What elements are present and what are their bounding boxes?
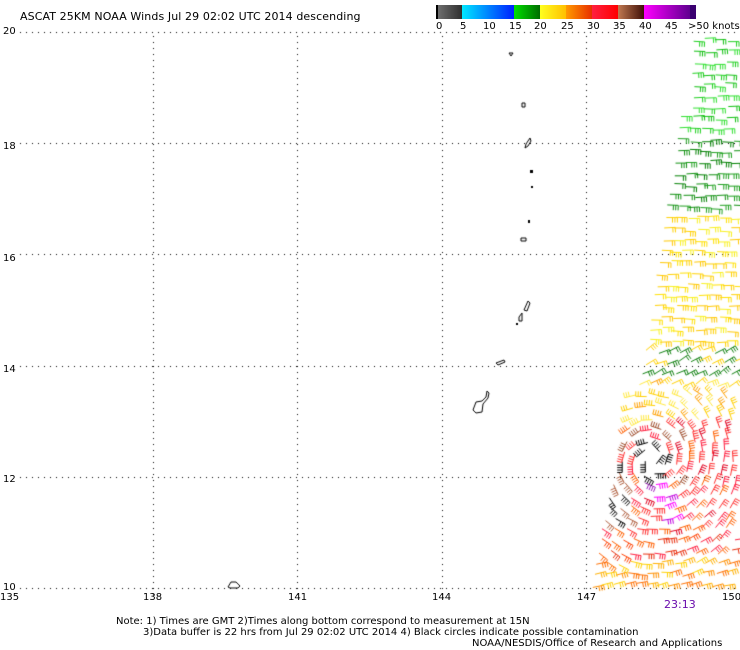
- lon-label-141: 141: [288, 592, 308, 603]
- lon-label-144: 144: [432, 592, 452, 603]
- lon-label-147: 147: [577, 592, 597, 603]
- lat-label-10: 10: [3, 582, 16, 593]
- lon-label-135: 135: [0, 592, 20, 603]
- notes-line-1: Note: 1) Times are GMT 2)Times along bot…: [116, 616, 530, 627]
- notes-line-2: 3)Data buffer is 22 hrs from Jul 29 02:0…: [143, 627, 639, 638]
- lon-label-150: 150: [722, 592, 740, 603]
- lat-label-14: 14: [3, 364, 16, 375]
- credit-line: NOAA/NESDIS/Office of Research and Appli…: [472, 638, 723, 649]
- lat-label-20: 20: [3, 26, 16, 37]
- swath-time-label: 23:13: [664, 598, 696, 611]
- lat-label-12: 12: [3, 474, 16, 485]
- lon-label-138: 138: [143, 592, 163, 603]
- lat-label-16: 16: [3, 253, 16, 264]
- lat-label-18: 18: [3, 141, 16, 152]
